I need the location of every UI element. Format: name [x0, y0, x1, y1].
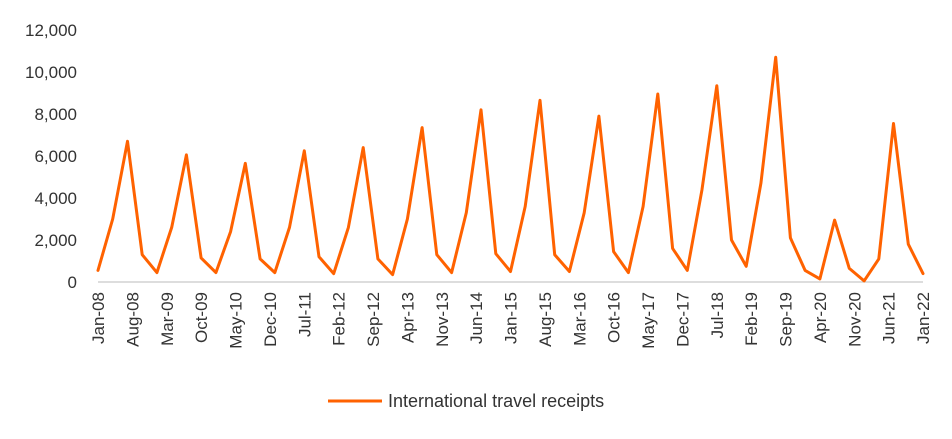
x-tick-label: Mar-09 — [158, 292, 177, 346]
x-tick-label: May-17 — [639, 292, 658, 349]
x-tick-label: Oct-16 — [605, 292, 624, 343]
legend-label: International travel receipts — [388, 391, 604, 411]
x-tick-label: Apr-13 — [398, 292, 417, 343]
x-tick-label: Mar-16 — [570, 292, 589, 346]
y-tick-label: 12,000 — [25, 21, 77, 40]
y-tick-label: 2,000 — [34, 231, 77, 250]
x-tick-label: Sep-19 — [777, 292, 796, 347]
x-tick-label: Feb-19 — [742, 292, 761, 346]
x-tick-label: Feb-12 — [330, 292, 349, 346]
y-tick-label: 4,000 — [34, 189, 77, 208]
x-tick-label: Apr-20 — [811, 292, 830, 343]
x-axis-tick-labels: Jan-08 Aug-08 Mar-09 Oct-09 May-10 Dec-10 Jul-… — [89, 292, 933, 349]
series-line-international-travel-receipts — [96, 55, 925, 283]
x-tick-label: Aug-08 — [123, 292, 142, 347]
x-tick-label: Jan-15 — [502, 292, 521, 344]
x-tick-label: Dec-10 — [261, 292, 280, 347]
y-tick-label: 0 — [68, 273, 77, 292]
y-tick-label: 6,000 — [34, 147, 77, 166]
x-tick-label: Jan-08 — [89, 292, 108, 344]
y-tick-label: 8,000 — [34, 105, 77, 124]
x-tick-label: Oct-09 — [192, 292, 211, 343]
x-tick-label: Jan-22 — [914, 292, 933, 344]
x-tick-label: Jun-14 — [467, 292, 486, 344]
x-tick-label: May-10 — [227, 292, 246, 349]
x-tick-label: Nov-20 — [845, 292, 864, 347]
x-tick-label: Jul-18 — [708, 292, 727, 338]
legend: International travel receipts — [328, 391, 604, 411]
x-tick-label: Dec-17 — [673, 292, 692, 347]
x-tick-label: Jun-21 — [880, 292, 899, 344]
x-tick-label: Nov-13 — [433, 292, 452, 347]
x-tick-label: Aug-15 — [536, 292, 555, 347]
y-axis-tick-labels: 0 2,000 4,000 6,000 8,000 10,000 12,000 — [25, 21, 77, 292]
x-tick-label: Jul-11 — [295, 292, 314, 337]
x-tick-label: Sep-12 — [364, 292, 383, 347]
y-tick-label: 10,000 — [25, 63, 77, 82]
